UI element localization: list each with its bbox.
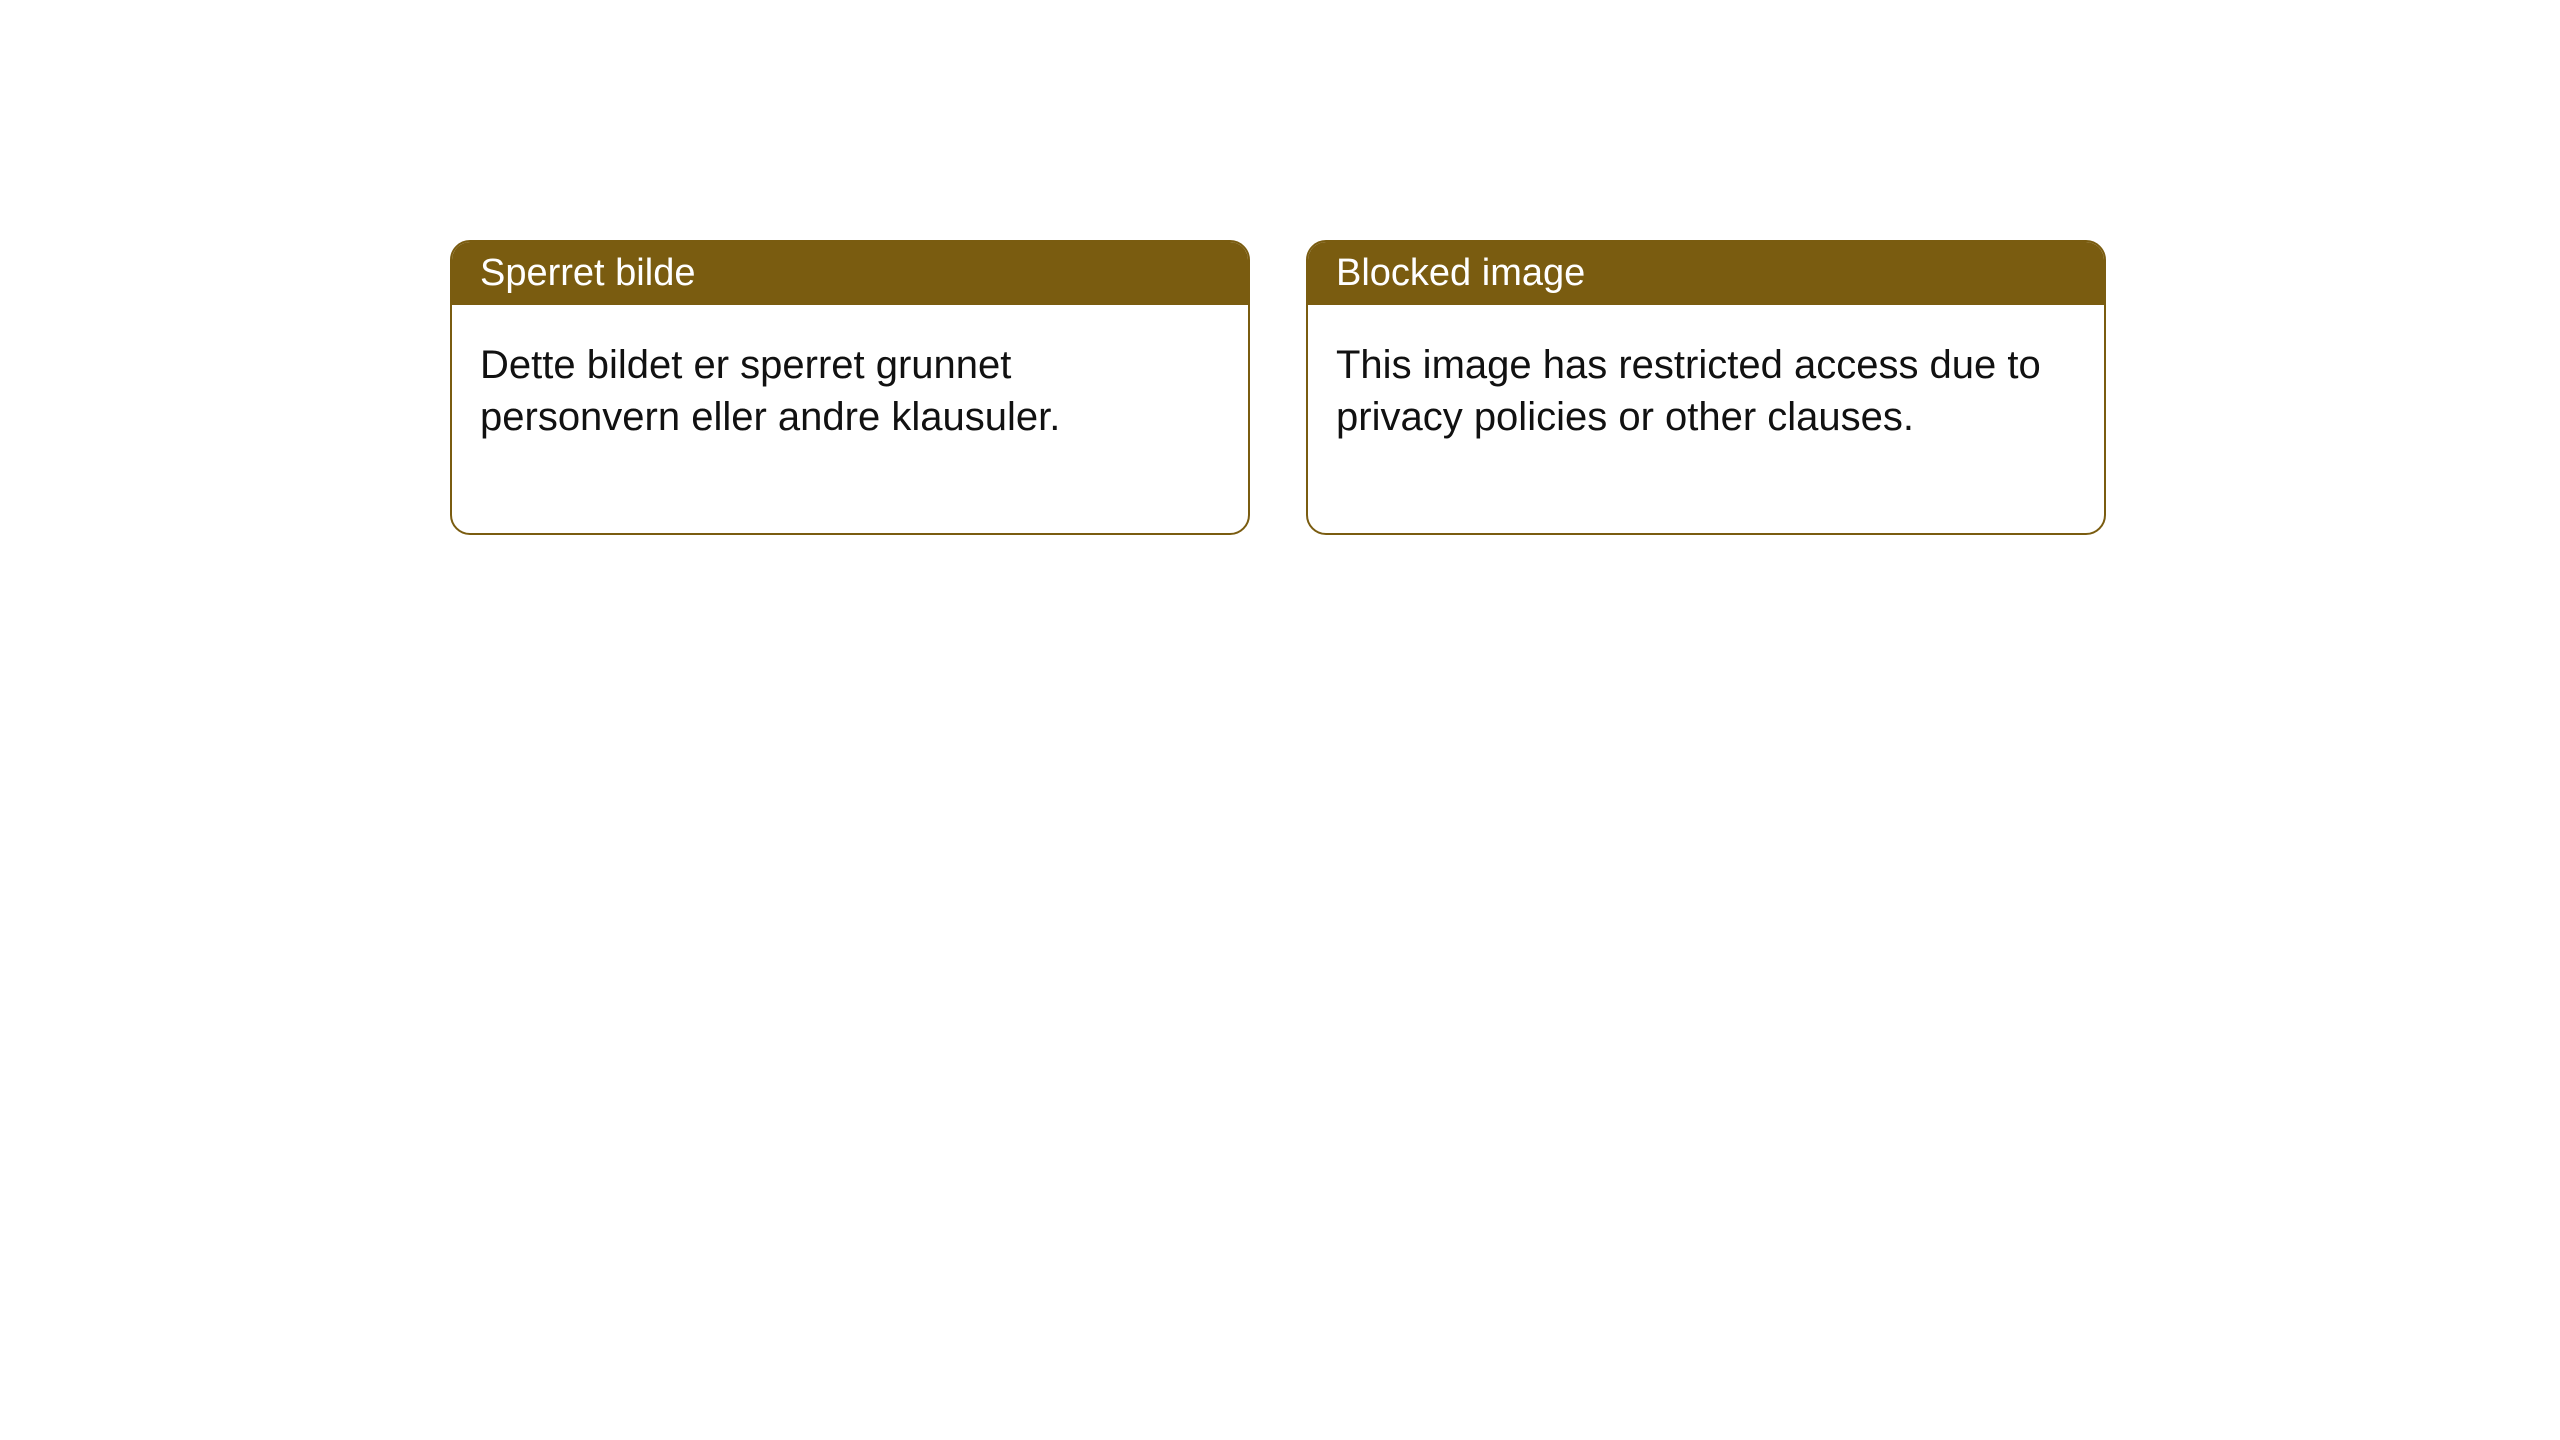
notice-body: This image has restricted access due to … <box>1308 305 2104 533</box>
notice-container: Sperret bilde Dette bildet er sperret gr… <box>0 0 2560 535</box>
notice-body: Dette bildet er sperret grunnet personve… <box>452 305 1248 533</box>
notice-card-norwegian: Sperret bilde Dette bildet er sperret gr… <box>450 240 1250 535</box>
notice-card-english: Blocked image This image has restricted … <box>1306 240 2106 535</box>
notice-header: Sperret bilde <box>452 242 1248 305</box>
notice-header: Blocked image <box>1308 242 2104 305</box>
